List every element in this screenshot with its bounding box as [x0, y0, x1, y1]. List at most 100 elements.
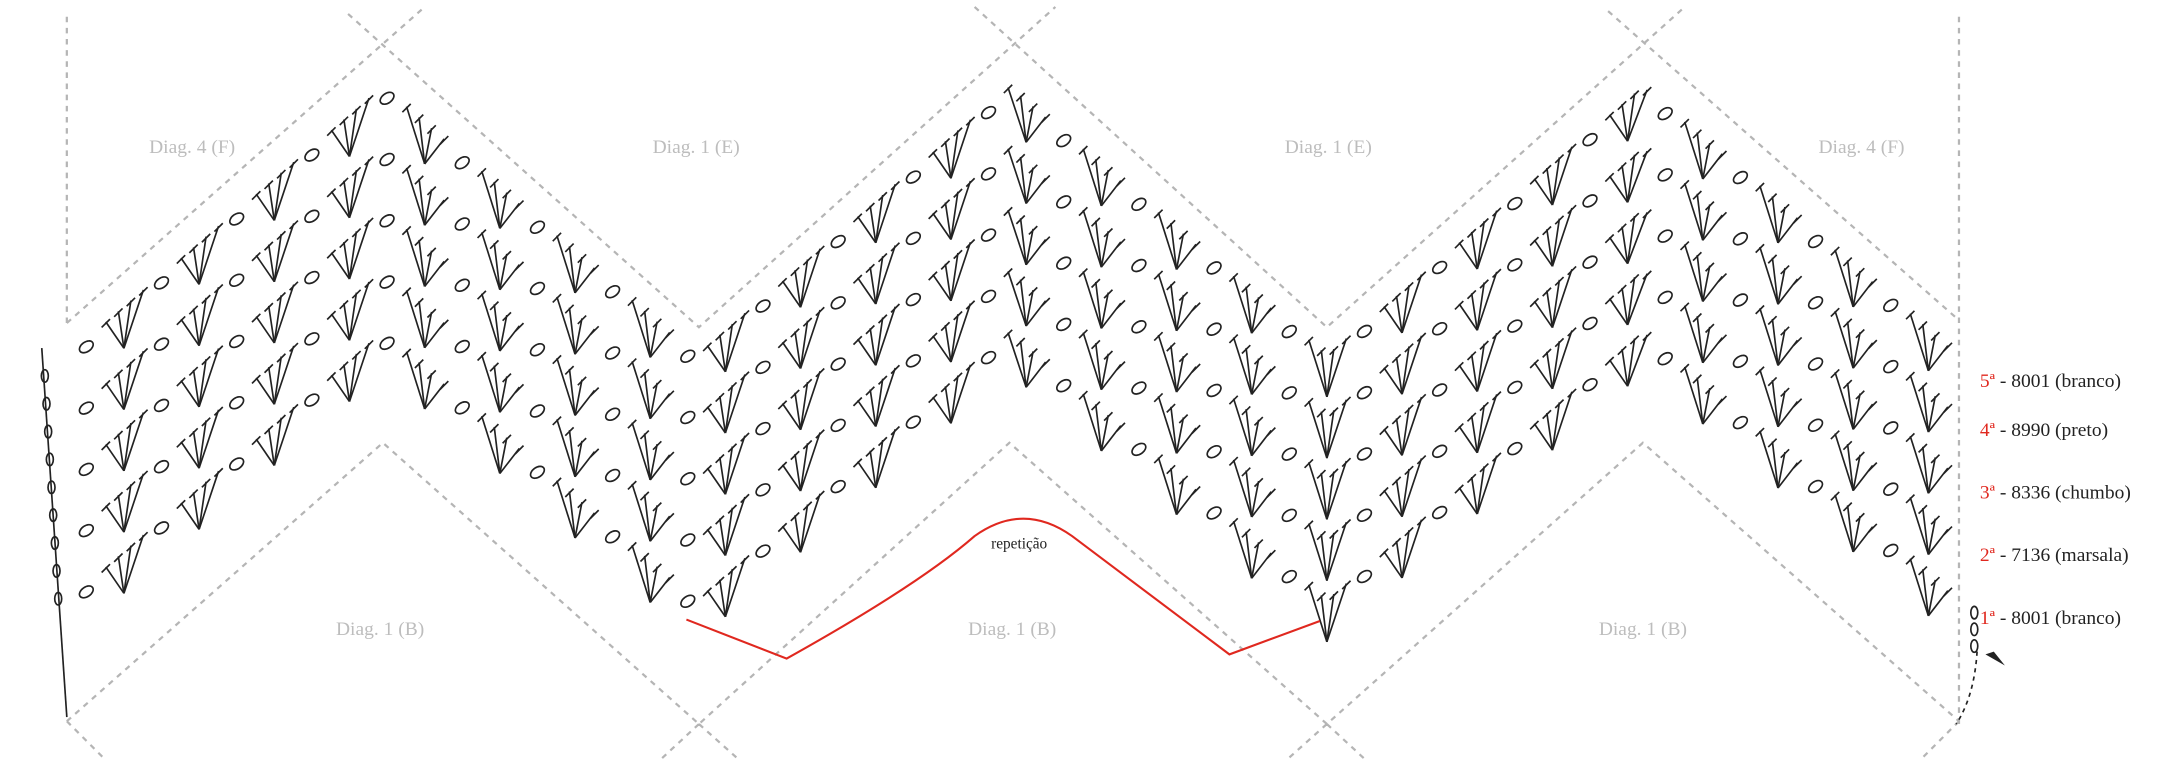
chain-stitch [755, 483, 771, 497]
stitch [1867, 339, 1878, 350]
stitch [556, 296, 576, 355]
stitch [1830, 307, 1840, 318]
stitch [476, 412, 487, 423]
stitch [1626, 277, 1636, 326]
stitch [1704, 262, 1715, 272]
stitch [1943, 525, 1953, 536]
repeat-line [686, 517, 1321, 660]
stitch [502, 250, 512, 261]
stitch [1307, 584, 1328, 643]
stitch [802, 256, 813, 266]
stitch [928, 271, 938, 281]
stitch [138, 531, 149, 542]
stitch [865, 447, 875, 457]
stitch [874, 378, 884, 427]
row-legend: 5ª - 8001 (branco) 4ª - 8990 (preto) 3ª … [1980, 371, 2131, 629]
chain-stitch [1056, 378, 1072, 393]
stitch [1379, 303, 1389, 313]
chain-stitch [1883, 421, 1899, 435]
stitch [1759, 430, 1779, 489]
stitch [1007, 271, 1027, 327]
stitch [123, 412, 145, 472]
stitch [1855, 512, 1865, 523]
stitch [799, 248, 821, 308]
stitch [493, 243, 501, 290]
stitch [138, 347, 149, 358]
stitch [101, 563, 111, 574]
stitch [1943, 403, 1953, 413]
stitch [1250, 542, 1260, 579]
stitch [1642, 86, 1652, 97]
stitch [263, 425, 274, 435]
chain-stitch [304, 209, 320, 224]
stitch [439, 135, 449, 146]
stitch [126, 358, 136, 369]
stitch [1416, 332, 1427, 342]
stitch [276, 169, 287, 179]
stitch [426, 247, 437, 257]
stitch [1170, 222, 1178, 270]
stitch [1608, 114, 1629, 142]
stitch [192, 308, 200, 346]
stitch [1250, 358, 1260, 395]
stitch [418, 117, 426, 165]
stitch [715, 453, 725, 464]
stitch [1232, 520, 1253, 579]
stitch [1717, 272, 1728, 283]
stitch [1767, 254, 1778, 264]
stitch [1479, 217, 1489, 228]
stitch [1918, 382, 1928, 392]
stitch [589, 325, 600, 336]
stitch [1266, 304, 1276, 315]
stitch [1867, 400, 1878, 411]
stitch [330, 313, 351, 341]
stitch [499, 376, 508, 413]
stitch [1191, 363, 1201, 373]
stitch [405, 228, 426, 287]
stitch [1015, 276, 1026, 286]
stitch [1867, 523, 1878, 533]
stitch [1476, 466, 1486, 515]
stitch [113, 430, 124, 440]
stitch [1621, 226, 1629, 264]
stitch [1326, 338, 1348, 398]
stitch [1458, 487, 1478, 515]
stitch [180, 380, 200, 408]
stitch [1245, 409, 1253, 456]
stitch [499, 192, 508, 229]
stitch [405, 290, 426, 348]
chain-stitch [1281, 508, 1297, 523]
chain-stitch [1807, 234, 1824, 249]
stitch [1379, 548, 1389, 558]
stitch [790, 328, 800, 338]
stitch [965, 361, 976, 371]
stitch [192, 369, 200, 408]
stitch [1551, 341, 1561, 389]
stitch [1250, 297, 1260, 334]
stitch [1326, 521, 1348, 581]
chain-stitch [980, 105, 997, 120]
stitch [1401, 285, 1410, 334]
stitch [890, 242, 901, 252]
stitch [1604, 233, 1615, 244]
stitch [965, 116, 976, 126]
stitch [1930, 392, 1941, 403]
stitch [1090, 401, 1101, 411]
stitch [715, 392, 725, 403]
stitch [180, 502, 200, 530]
stitch [201, 294, 211, 305]
stitch [1626, 150, 1648, 203]
stitch [865, 263, 875, 274]
stitch [568, 246, 576, 294]
stitch [364, 339, 374, 350]
stitch [950, 364, 972, 424]
chain-stitch [304, 393, 320, 407]
stitch [1040, 358, 1051, 369]
row-number: 3ª [1980, 482, 1996, 503]
stitch [740, 371, 750, 381]
stitch [649, 321, 658, 358]
stitch [1759, 246, 1779, 305]
stitch [1692, 129, 1702, 139]
stitch [627, 541, 637, 552]
stitch [1617, 161, 1627, 172]
